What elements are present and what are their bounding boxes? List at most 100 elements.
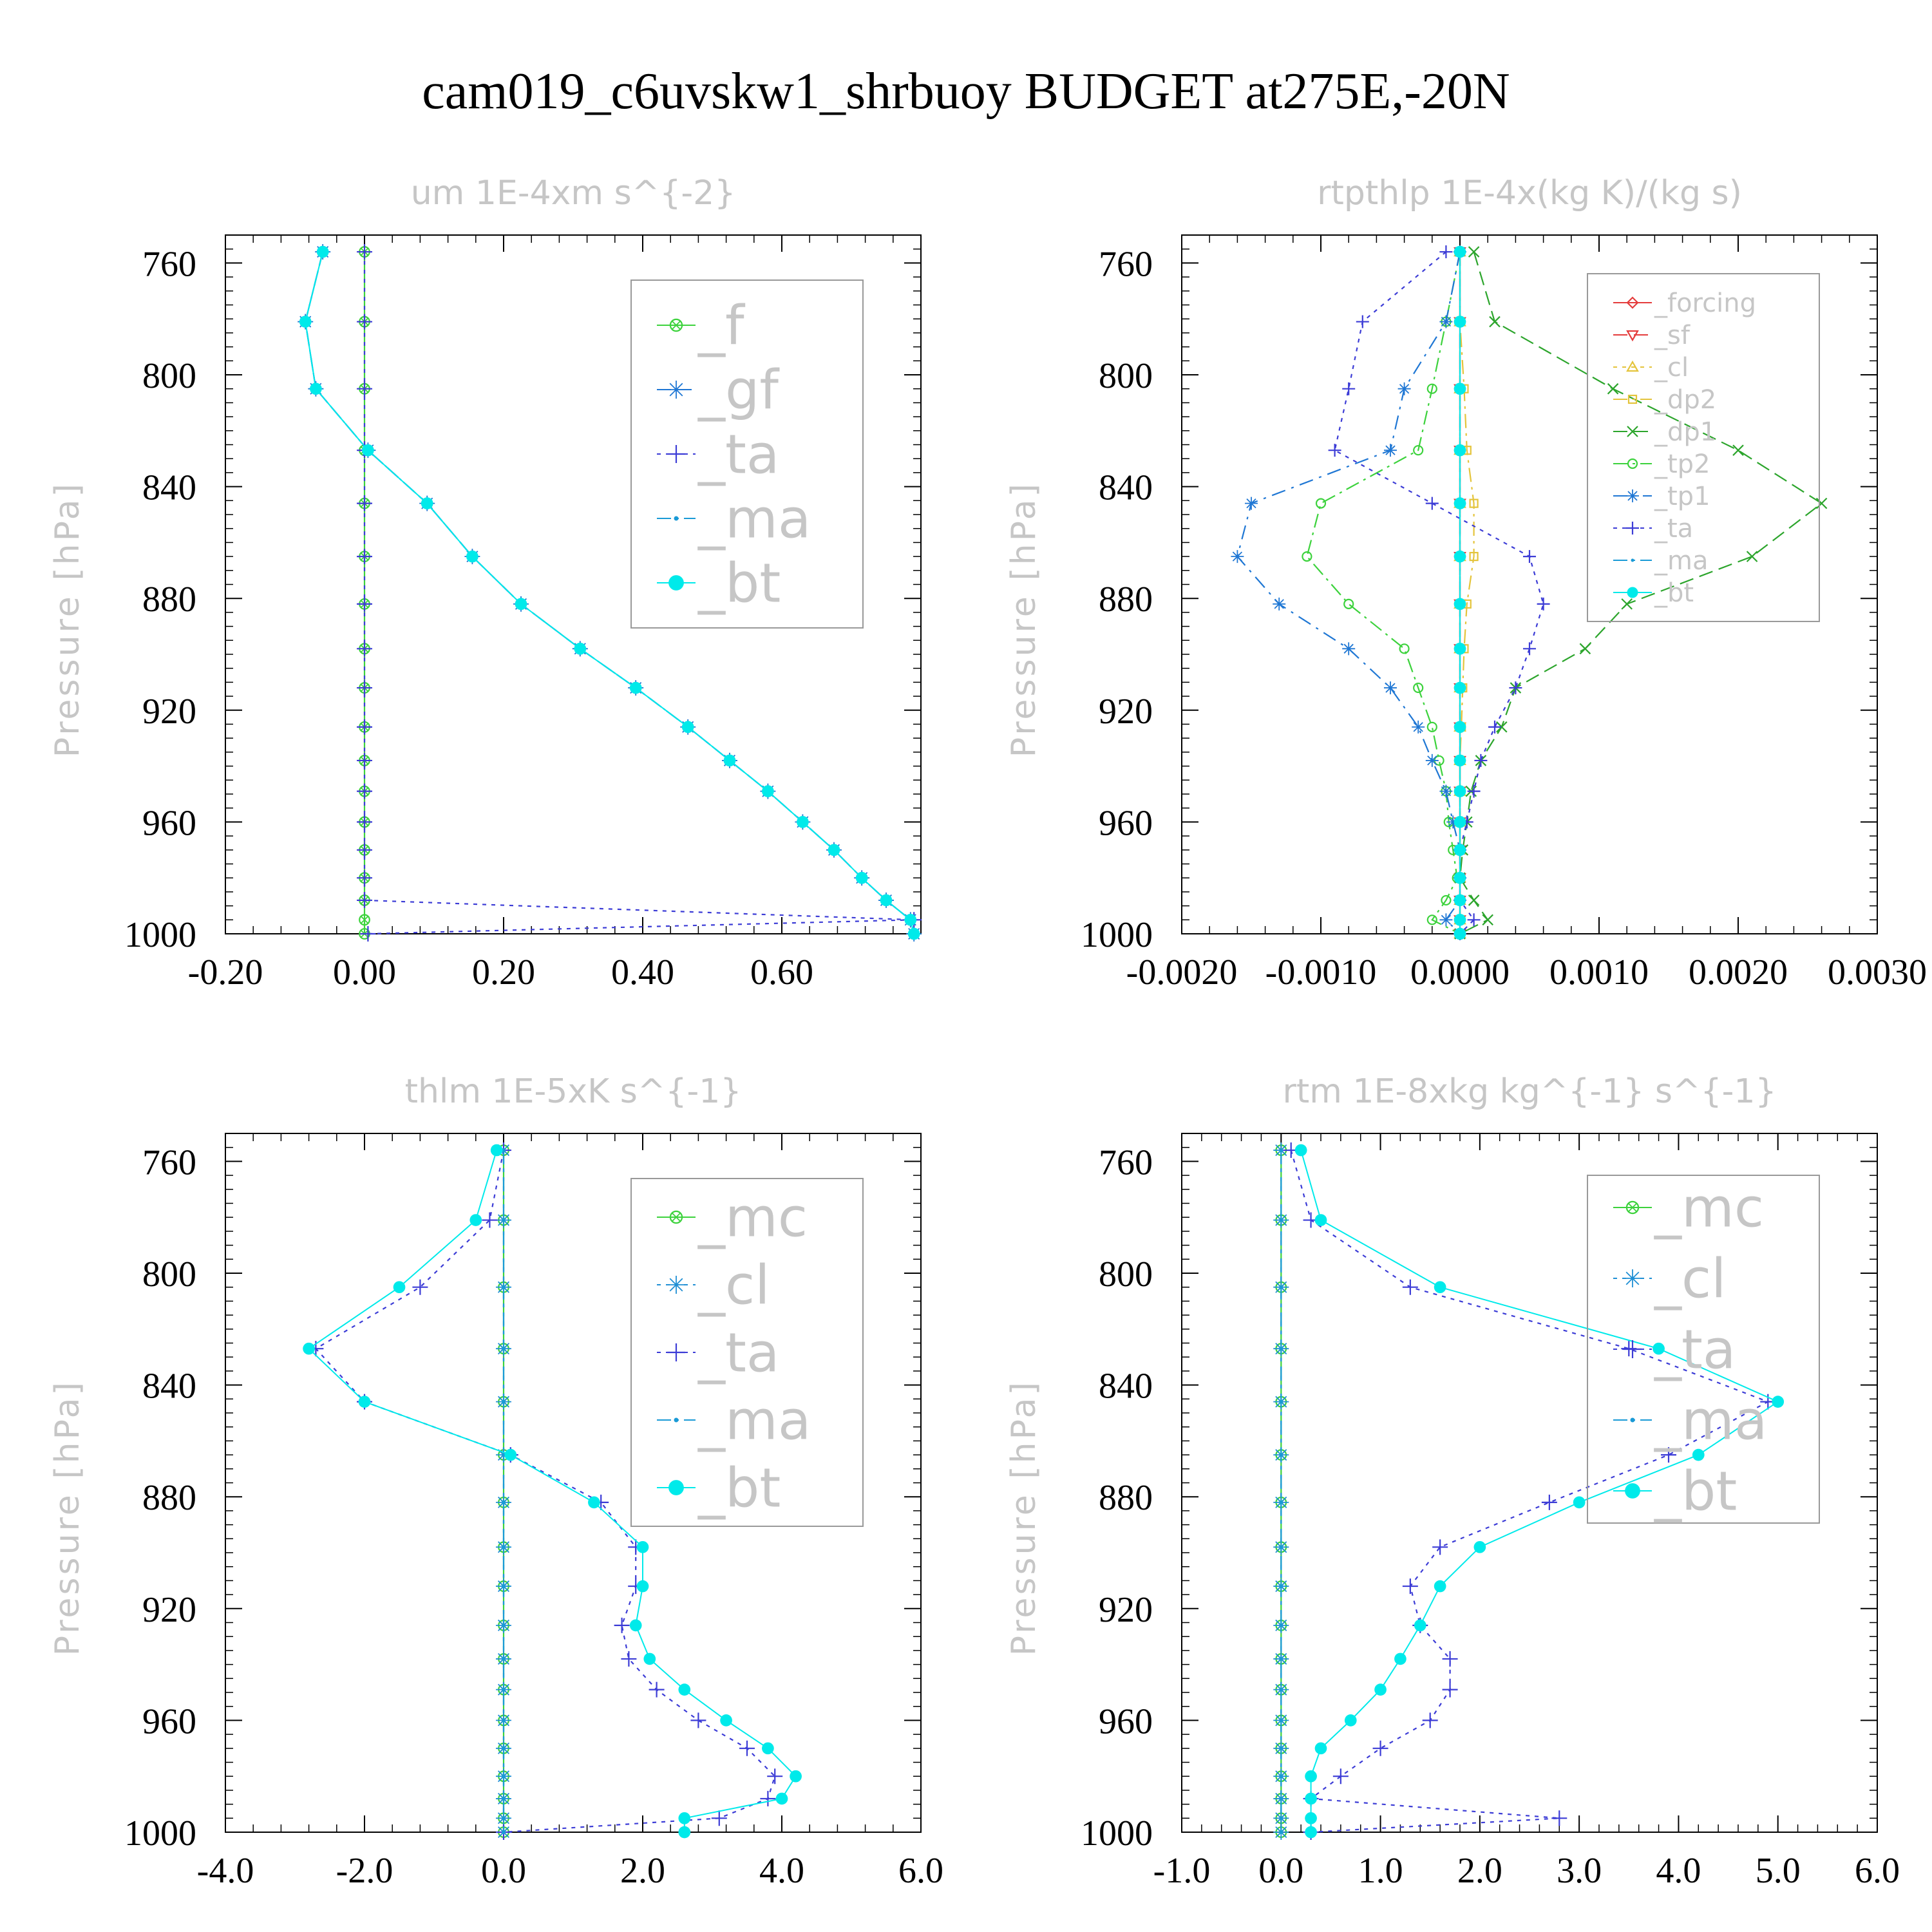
data-point_ta (1509, 681, 1522, 695)
legend-marker_ma (674, 516, 679, 521)
data-point_ta (1402, 1279, 1418, 1295)
data-point_ta (1425, 497, 1439, 510)
series_bt (299, 245, 920, 940)
x-tick-label: -0.0020 (1126, 952, 1238, 992)
data-point_bt (1772, 1396, 1785, 1408)
data-point_ma (1279, 1545, 1283, 1549)
data-point_bt (1374, 1683, 1387, 1696)
data-point_tp2 (1399, 643, 1410, 654)
data-point_ta (357, 842, 372, 858)
y-tick-label: 880 (142, 1478, 196, 1518)
data-point_ta (1467, 913, 1481, 927)
data-point_ma (1279, 1816, 1283, 1821)
y-tick-label: 1000 (124, 1814, 196, 1853)
data-point_ta (357, 549, 372, 565)
legend-label_tp1: _tp1 (1654, 482, 1710, 511)
series_tp2 (1302, 246, 1466, 940)
data-point_bt (643, 1653, 656, 1665)
legend-label_bt: _bt (697, 551, 781, 614)
data-point_ta (357, 244, 372, 260)
data-point_tp1 (1439, 784, 1453, 798)
data-point_ma (1279, 1656, 1283, 1661)
y-tick-label: 760 (142, 244, 196, 284)
data-point_ta (357, 381, 372, 397)
y-tick-label: 840 (142, 1367, 196, 1406)
data-point_ta (1551, 1810, 1567, 1826)
data-point_bt (1454, 642, 1466, 655)
data-point_bt (1305, 1770, 1317, 1783)
data-point_bt (299, 316, 312, 328)
data-point_ma (502, 1746, 506, 1750)
panel-title: um 1E-4xm s^{-2} (411, 174, 736, 213)
data-point_ma (1279, 1347, 1283, 1351)
data-point_dp1 (1746, 551, 1758, 562)
data-point_bt (907, 927, 920, 940)
data-point_bt (1573, 1496, 1586, 1509)
data-point_bt (629, 1619, 642, 1632)
legend: _f_gf_ta_ma_bt (630, 279, 864, 629)
data-point_ta (1442, 1651, 1458, 1667)
x-tick-label: -4.0 (197, 1851, 254, 1891)
data-point_ta (1442, 1681, 1458, 1698)
y-tick-label: 840 (1099, 468, 1153, 508)
legend-marker_f (669, 318, 683, 332)
data-point_bt (1454, 245, 1466, 258)
data-point_tp1 (1245, 497, 1258, 510)
y-tick-label: 800 (142, 1255, 196, 1294)
data-point_ma (1279, 1796, 1283, 1801)
data-point_ta (1332, 1768, 1349, 1785)
x-tick-label: 4.0 (1656, 1851, 1701, 1891)
data-point_ta (357, 892, 372, 908)
data-point_tp2 (1426, 721, 1437, 732)
data-point_ta (357, 752, 372, 768)
legend-label_cl: _cl (1654, 353, 1689, 383)
x-tick-label: 0.20 (472, 952, 535, 992)
series_ma (303, 250, 916, 936)
data-point_ta (357, 719, 372, 735)
data-point_tp1 (1412, 720, 1425, 734)
data-point_ta (1432, 1539, 1448, 1555)
data-point_tp1 (1397, 382, 1411, 395)
legend-marker_dp2 (1627, 394, 1638, 404)
y-tick-label: 760 (1099, 1142, 1153, 1182)
legend-box (630, 1178, 864, 1527)
data-point_tp1 (1273, 597, 1286, 611)
data-point_ma (502, 1399, 506, 1404)
y-tick-label: 960 (142, 1701, 196, 1741)
legend-label_mc: _mc (1654, 1176, 1764, 1239)
data-point_bt (1454, 816, 1466, 828)
panel-title: rtm 1E-8xkg kg^{-1} s^{-1} (1282, 1072, 1776, 1111)
data-point_ta (357, 814, 372, 830)
data-point_bt (723, 754, 736, 767)
data-point_ma (1279, 1399, 1283, 1404)
data-point_bt (466, 550, 478, 563)
series_ta (1283, 1142, 1776, 1840)
series_bt (303, 1144, 802, 1839)
series_f (359, 246, 370, 940)
series-line_gf (305, 251, 915, 934)
data-point_ta (1342, 382, 1356, 395)
data-point_dp2 (1469, 498, 1479, 508)
legend-marker_ma (674, 1417, 679, 1423)
data-point_ta (1488, 720, 1501, 734)
data-point_bt (797, 816, 809, 828)
series_bt (1454, 245, 1466, 940)
data-point_ma (1279, 1218, 1283, 1222)
legend-marker_bt (668, 1480, 684, 1495)
data-point_tp1 (1231, 550, 1244, 564)
legend-marker_ta (1626, 522, 1639, 535)
data-point_dp1 (1607, 383, 1619, 395)
data-point_dp1 (1489, 316, 1501, 328)
data-point_ta (711, 1810, 727, 1826)
x-tick-label: 6.0 (898, 1851, 943, 1891)
legend-label_ma: _ma (1654, 546, 1708, 576)
panel-4: rtm 1E-8xkg kg^{-1} s^{-1} 760 800 840 880 92… (1005, 1072, 1900, 1891)
data-point_ta (1661, 1447, 1676, 1463)
data-point_dp2 (1469, 551, 1479, 562)
x-tick-label: 2.0 (1457, 1851, 1502, 1891)
data-point_ta (1523, 550, 1536, 564)
y-tick-label: 880 (1099, 1478, 1153, 1518)
data-point_bt (1454, 444, 1466, 457)
data-point_bt (855, 871, 868, 884)
series_ma (502, 1148, 506, 1834)
